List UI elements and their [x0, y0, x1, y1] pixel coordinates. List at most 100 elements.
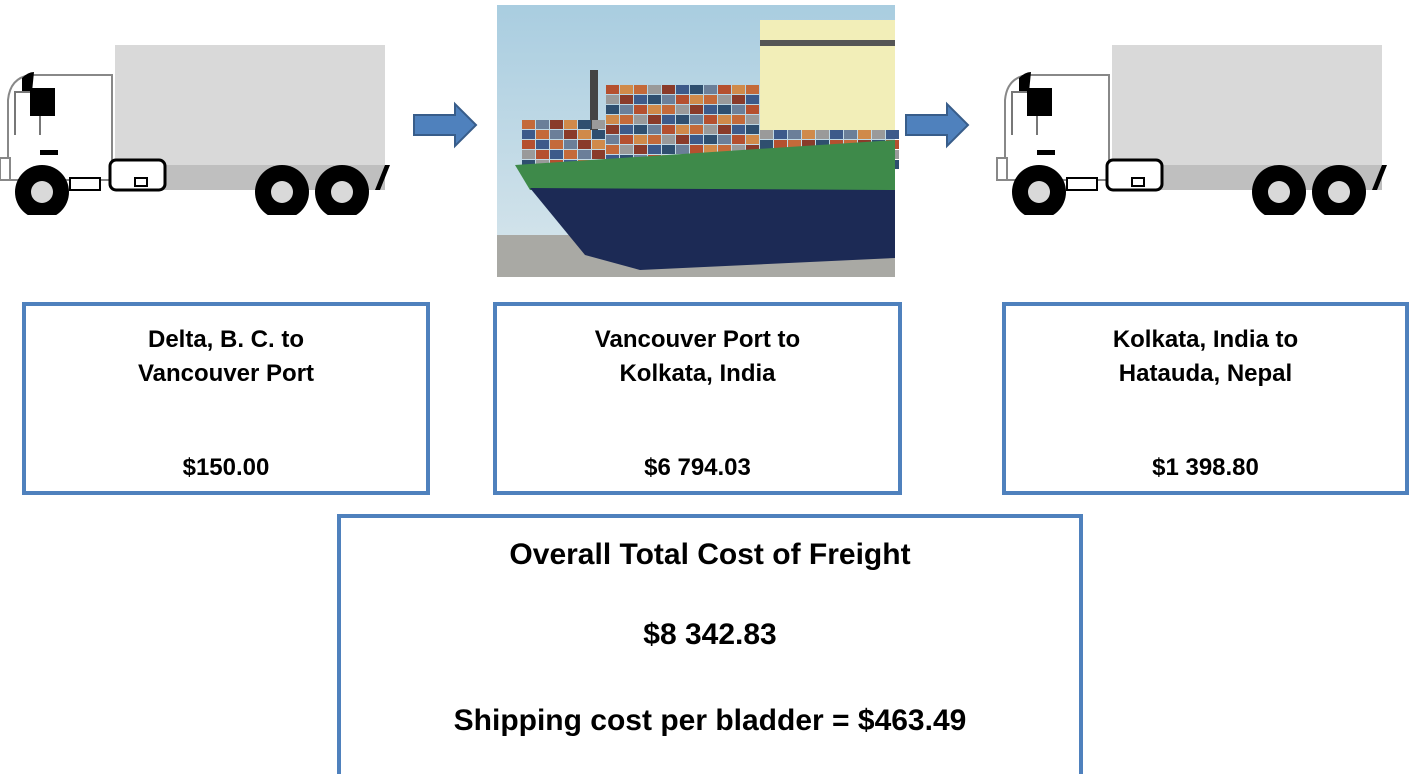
container — [592, 130, 605, 139]
container — [690, 95, 703, 104]
container — [676, 95, 689, 104]
page: {"stages": [ {"label_lines": ["Delta, B.… — [0, 0, 1411, 757]
container — [690, 85, 703, 94]
container — [760, 140, 773, 149]
container — [662, 125, 675, 134]
container — [788, 130, 801, 139]
container — [746, 105, 759, 114]
container — [760, 130, 773, 139]
container — [536, 120, 549, 129]
container — [690, 135, 703, 144]
container — [606, 115, 619, 124]
container — [746, 125, 759, 134]
truck — [997, 45, 1387, 225]
container — [564, 140, 577, 149]
container — [732, 115, 745, 124]
per-bladder: Shipping cost per bladder = $463.49 — [341, 704, 1079, 738]
container — [676, 135, 689, 144]
container — [648, 135, 661, 144]
container — [634, 135, 647, 144]
container — [648, 145, 661, 154]
stage-cost: $150.00 — [26, 454, 426, 482]
container — [718, 105, 731, 114]
container — [536, 150, 549, 159]
truck — [0, 45, 390, 225]
container — [704, 85, 717, 94]
total-title: Overall Total Cost of Freight — [341, 538, 1079, 572]
total-value: $8 342.83 — [341, 618, 1079, 652]
container — [620, 125, 633, 134]
container — [704, 95, 717, 104]
container — [718, 85, 731, 94]
container — [746, 85, 759, 94]
container — [774, 130, 787, 139]
container — [732, 135, 745, 144]
container — [662, 85, 675, 94]
container — [662, 145, 675, 154]
container — [634, 125, 647, 134]
container — [704, 125, 717, 134]
container — [522, 130, 535, 139]
container — [634, 95, 647, 104]
container — [620, 145, 633, 154]
container — [746, 135, 759, 144]
total-box: Overall Total Cost of Freight $8 342.83 … — [337, 514, 1083, 774]
container — [662, 135, 675, 144]
container — [648, 105, 661, 114]
container — [564, 130, 577, 139]
container — [732, 85, 745, 94]
container — [704, 115, 717, 124]
container — [802, 130, 815, 139]
container — [606, 95, 619, 104]
container — [620, 135, 633, 144]
container — [606, 145, 619, 154]
container — [690, 145, 703, 154]
container — [522, 120, 535, 129]
container — [564, 150, 577, 159]
container — [648, 85, 661, 94]
container — [704, 105, 717, 114]
container — [648, 95, 661, 104]
container — [676, 105, 689, 114]
container — [522, 140, 535, 149]
container — [606, 135, 619, 144]
container — [620, 115, 633, 124]
container — [690, 105, 703, 114]
illustrations — [0, 0, 1411, 300]
container — [606, 85, 619, 94]
container — [676, 125, 689, 134]
container — [550, 150, 563, 159]
stage-label: Vancouver Port — [26, 360, 426, 388]
container — [550, 120, 563, 129]
container — [662, 115, 675, 124]
container — [718, 95, 731, 104]
bridge — [760, 20, 895, 130]
container — [536, 140, 549, 149]
container — [732, 95, 745, 104]
container — [662, 105, 675, 114]
container — [690, 115, 703, 124]
container — [634, 85, 647, 94]
stage-label: Vancouver Port to — [497, 326, 898, 354]
stage-label: Delta, B. C. to — [26, 326, 426, 354]
container — [718, 125, 731, 134]
container — [648, 115, 661, 124]
container — [732, 125, 745, 134]
container — [578, 140, 591, 149]
stage-box: Delta, B. C. to Vancouver Port $150.00 — [22, 302, 430, 495]
ship-photo — [497, 5, 899, 277]
container — [718, 135, 731, 144]
container — [746, 115, 759, 124]
container — [564, 120, 577, 129]
stage-box: Kolkata, India to Hatauda, Nepal $1 398.… — [1002, 302, 1409, 495]
container — [676, 115, 689, 124]
container — [592, 140, 605, 149]
container — [550, 140, 563, 149]
container — [746, 95, 759, 104]
container — [858, 130, 871, 139]
container — [634, 105, 647, 114]
container — [816, 130, 829, 139]
container — [592, 150, 605, 159]
container — [620, 95, 633, 104]
stage-cost: $1 398.80 — [1006, 454, 1405, 482]
